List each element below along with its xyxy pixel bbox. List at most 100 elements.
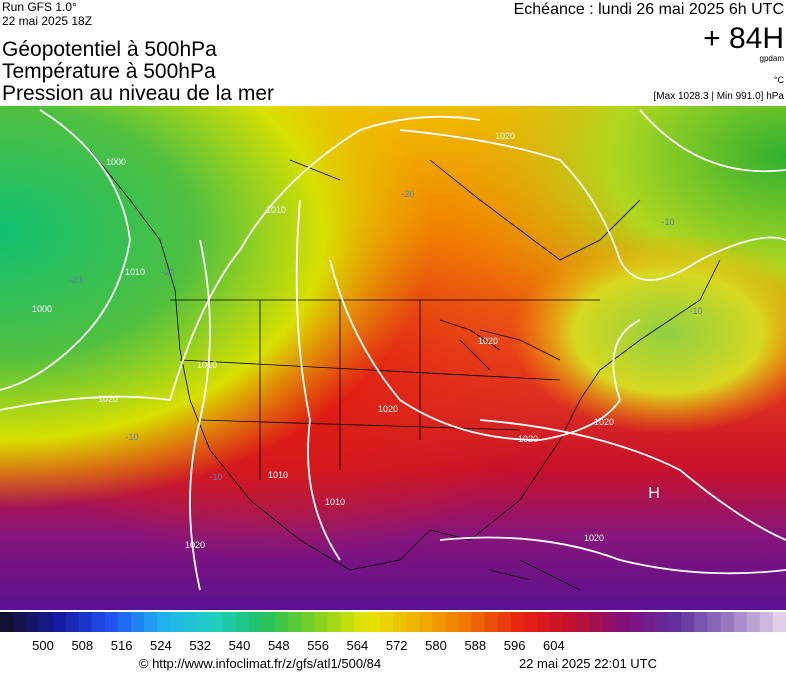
lead-time: + 84H (703, 22, 784, 55)
color-swatch (484, 612, 499, 632)
color-swatch (458, 612, 473, 632)
color-swatch (589, 612, 604, 632)
colorbar-tick-label: 508 (71, 638, 93, 653)
contour-label: 1010 (325, 497, 345, 507)
contour-label: 1010 (197, 360, 217, 370)
color-swatch (131, 612, 145, 632)
color-swatch (144, 612, 158, 632)
contour-label: 1010 (266, 205, 286, 215)
contour-label: 1020 (98, 394, 118, 404)
temp-unit: °C (774, 75, 785, 85)
contour-label: 1020 (185, 540, 205, 550)
colorbar-tick-label: 604 (543, 638, 565, 653)
color-swatch (104, 612, 119, 632)
color-swatch (681, 612, 695, 632)
color-swatch (655, 612, 669, 632)
color-swatch (497, 612, 512, 632)
color-swatch (301, 612, 315, 632)
color-swatch (379, 612, 394, 632)
color-swatch (550, 612, 564, 632)
color-swatch (209, 612, 224, 632)
color-swatch (510, 612, 525, 632)
color-swatch (393, 612, 407, 632)
contour-label: -20 (161, 267, 174, 277)
color-swatch (537, 612, 551, 632)
contour-label: 1010 (268, 470, 288, 480)
color-swatch (615, 612, 630, 632)
color-swatch (196, 612, 211, 632)
color-swatch (406, 612, 420, 632)
colorbar-tick-label: 516 (111, 638, 133, 653)
color-swatch (157, 612, 171, 632)
contour-label: 1010 (125, 267, 145, 277)
color-swatch (248, 612, 263, 632)
contour-label: -10 (125, 432, 138, 442)
color-swatch (288, 612, 302, 632)
contour-label: -10 (661, 217, 674, 227)
contour-label: -20 (401, 189, 414, 199)
title: Géopotentiel à 500hPa (2, 38, 217, 61)
color-swatch (471, 612, 486, 632)
color-swatch (733, 612, 748, 632)
color-swatch (366, 612, 381, 632)
colorbar-tick-label: 588 (464, 638, 486, 653)
color-swatch (91, 612, 106, 632)
colorbar-tick-label: 548 (268, 638, 290, 653)
colorbar: 500 508 516 524 532 540 548 556 564 572 580 588 596 6… (0, 612, 786, 653)
color-swatch (353, 612, 368, 632)
color-swatch (314, 612, 328, 632)
colorbar-tick-label: 500 (32, 638, 54, 653)
color-swatch (720, 612, 735, 632)
unit: gpdam (760, 54, 785, 63)
contour-label: 1020 (478, 336, 498, 346)
echeance: Echéance : lundi 26 mai 2025 6h UTC (514, 1, 784, 18)
color-swatch (0, 612, 14, 632)
colorbar-tick-label: 572 (386, 638, 408, 653)
colorbar-tick-label: 556 (307, 638, 329, 653)
color-swatch (235, 612, 250, 632)
color-swatch (117, 612, 132, 632)
map: 1020 1000 1010 1000 1010 1010 1020 1020 1020 1020… (0, 106, 786, 610)
contour-label: 1020 (594, 417, 614, 427)
color-swatch (262, 612, 276, 632)
colorbar-tick-label: 564 (347, 638, 369, 653)
contour-label: 1020 (378, 404, 398, 414)
colorbar-tick-label: 524 (150, 638, 172, 653)
color-swatch (183, 612, 197, 632)
contour-label: -10 (689, 306, 702, 316)
color-swatch (26, 612, 40, 632)
color-swatch (340, 612, 355, 632)
contour-label: 1000 (32, 304, 52, 314)
pressure-range: [Max 1028.3 | Min 991.0] hPa (654, 91, 785, 102)
color-swatch (759, 612, 774, 632)
color-swatch (524, 612, 538, 632)
contour-label: -10 (209, 472, 222, 482)
color-swatch (65, 612, 80, 632)
color-swatch (746, 612, 761, 632)
color-swatch (628, 612, 643, 632)
title: Pression au niveau de la mer (2, 82, 274, 105)
color-swatch (602, 612, 617, 632)
run-date: 22 mai 2025 18Z (2, 14, 92, 28)
color-swatch (78, 612, 93, 632)
colorbar-tick-label: 540 (229, 638, 251, 653)
color-swatch (668, 612, 682, 632)
contour-label: H (648, 485, 660, 502)
color-swatch (694, 612, 708, 632)
title: Température à 500hPa (2, 60, 216, 83)
color-swatch (222, 612, 237, 632)
contour-label: 1020 (584, 533, 604, 543)
color-swatch (327, 612, 342, 632)
contour-label: 1000 (106, 157, 126, 167)
source-url: © http://www.infoclimat.fr/z/gfs/atl1/50… (139, 656, 381, 671)
color-swatch (52, 612, 66, 632)
colorbar-tick-label: 596 (504, 638, 526, 653)
timestamp: 22 mai 2025 22:01 UTC (519, 656, 657, 671)
contour-label: -20 (68, 275, 81, 285)
contour-label: 1020 (518, 434, 538, 444)
color-swatch (432, 612, 446, 632)
color-swatch (445, 612, 459, 632)
colorbar-tick-label: 580 (425, 638, 447, 653)
run-label: Run GFS 1.0° (2, 0, 77, 14)
